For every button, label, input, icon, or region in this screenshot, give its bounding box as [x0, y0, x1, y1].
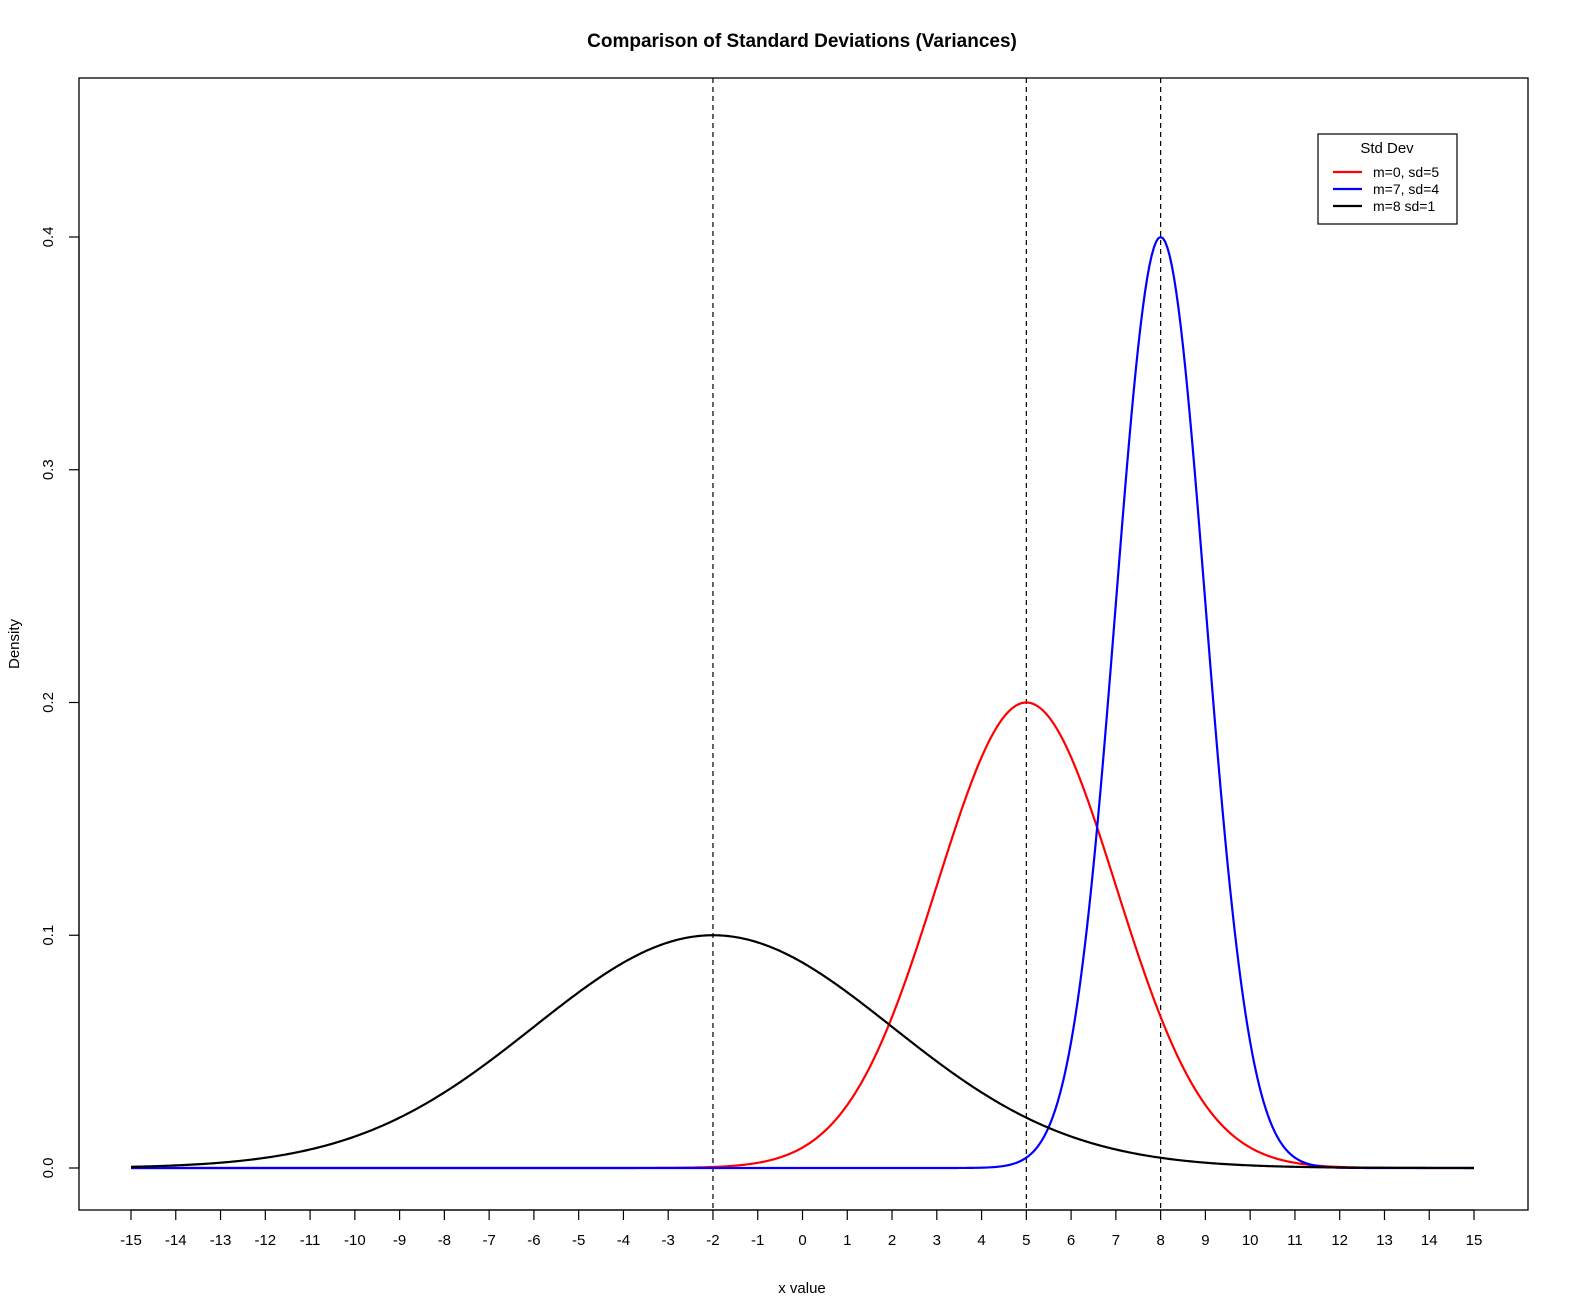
reference-lines [712, 78, 1162, 1210]
x-tick-label: -7 [482, 1232, 495, 1249]
x-tick-label: -1 [751, 1232, 764, 1249]
legend: Std Dev m=0, sd=5m=7, sd=4m=8 sd=1 [1317, 133, 1458, 225]
x-tick-label: -12 [254, 1232, 276, 1249]
density-curve-1 [131, 235, 1474, 1170]
legend-frame [1317, 133, 1458, 225]
plot-frame [78, 77, 1529, 1211]
x-tick-label: 2 [888, 1232, 896, 1249]
density-curve-0 [131, 701, 1474, 1170]
x-tick-label: -2 [706, 1232, 719, 1249]
x-tick-label: -15 [120, 1232, 142, 1249]
x-tick-label: 6 [1067, 1232, 1075, 1249]
x-tick-label: -8 [438, 1232, 451, 1249]
y-axis: 0.0 0.1 0.2 0.3 0.4 [40, 227, 80, 1179]
x-tick-label: 5 [1022, 1232, 1030, 1249]
y-axis-label: Density [6, 618, 23, 669]
y-tick-label: 0.0 [40, 1158, 57, 1179]
x-tick-label: 0 [798, 1232, 806, 1249]
x-tick-label: 4 [977, 1232, 985, 1249]
legend-label: m=7, sd=4 [1373, 181, 1439, 197]
y-tick-label: 0.4 [40, 227, 57, 248]
x-tick-label: 7 [1112, 1232, 1120, 1249]
legend-label: m=8 sd=1 [1373, 198, 1435, 214]
x-tick-label: 14 [1421, 1232, 1438, 1249]
legend-title: Std Dev [1360, 140, 1414, 157]
x-axis-label: x value [778, 1280, 826, 1297]
x-axis: -15 -14 -13 -12 -11 -10 -9 -8 -7 -6 -5 -4 -3 -2 -1 0 1 2 3… [120, 1209, 1483, 1249]
x-tick-label: 11 [1287, 1232, 1303, 1249]
density-curves [130, 235, 1474, 1170]
x-tick-label: -4 [617, 1232, 630, 1249]
legend-entries: m=0, sd=5m=7, sd=4m=8 sd=1 [1333, 164, 1439, 214]
chart-title: Comparison of Standard Deviations (Varia… [587, 31, 1017, 52]
x-tick-label: -9 [393, 1232, 406, 1249]
legend-label: m=0, sd=5 [1373, 164, 1439, 180]
x-tick-label: 9 [1201, 1232, 1209, 1249]
x-tick-label: 1 [843, 1232, 851, 1249]
x-tick-label: 15 [1466, 1232, 1483, 1249]
x-tick-label: -13 [210, 1232, 232, 1249]
x-tick-label: -5 [572, 1232, 585, 1249]
x-tick-label: 13 [1376, 1232, 1393, 1249]
x-tick-label: 3 [933, 1232, 941, 1249]
y-tick-label: 0.1 [40, 925, 57, 946]
x-tick-label: 8 [1156, 1232, 1164, 1249]
x-tick-label: -11 [300, 1232, 321, 1249]
x-tick-label: -6 [527, 1232, 540, 1249]
x-tick-label: -3 [662, 1232, 675, 1249]
x-tick-label: -14 [165, 1232, 187, 1249]
x-tick-label: -10 [344, 1232, 366, 1249]
x-tick-label: 12 [1331, 1232, 1348, 1249]
y-tick-label: 0.3 [40, 459, 57, 480]
y-tick-label: 0.2 [40, 692, 57, 713]
x-tick-label: 10 [1242, 1232, 1259, 1249]
density-curve-2 [130, 934, 1474, 1170]
